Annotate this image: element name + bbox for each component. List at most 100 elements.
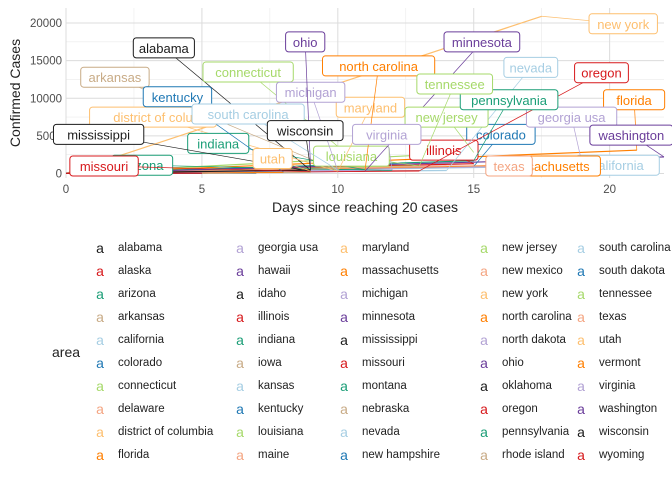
legend-label: arizona — [118, 288, 156, 300]
series-label: louisiana — [326, 149, 378, 164]
legend-label: michigan — [362, 288, 409, 300]
legend-key: a — [236, 286, 244, 302]
series-label: nevada — [509, 60, 552, 75]
series-label: indiana — [197, 136, 240, 151]
label-box — [191, 103, 305, 125]
series-labels: alabamaarizonaarkansascaliforniacolorado… — [52, 13, 672, 177]
legend-item: a missouri — [330, 354, 405, 372]
legend-key: a — [480, 309, 488, 325]
legend-key: a — [96, 332, 104, 348]
label-box — [266, 120, 344, 142]
series-label: pennsylvania — [471, 93, 548, 108]
legend-label: north carolina — [502, 311, 572, 323]
label-box — [603, 89, 666, 111]
legend-item: a hawaii — [226, 262, 291, 280]
legend-item: a florida — [86, 446, 149, 464]
series-label: ssachusetts — [521, 159, 590, 174]
label-leader — [364, 65, 379, 171]
label-box — [466, 123, 536, 145]
legend-key: a — [96, 447, 104, 463]
label-box — [132, 37, 195, 59]
legend-label: kentucky — [258, 403, 304, 415]
label-box — [202, 61, 294, 83]
legend-label: hawaii — [258, 265, 291, 277]
legend-label: maine — [258, 449, 290, 461]
legend-label: new hampshire — [362, 449, 440, 461]
legend-label: nebraska — [362, 403, 410, 415]
legend-item: a new hampshire — [330, 446, 440, 464]
legend-key: a — [480, 263, 488, 279]
legend-key: a — [96, 401, 104, 417]
series-label: missouri — [80, 159, 129, 174]
legend-item: a ohio — [470, 354, 524, 372]
legend-item: a vermont — [567, 354, 641, 372]
series-label: ohio — [293, 35, 318, 50]
legend-key: a — [577, 332, 585, 348]
series-label: mississippi — [67, 127, 130, 142]
legend-label: tennessee — [599, 288, 653, 300]
label-box — [443, 31, 521, 53]
legend-item: a texas — [567, 308, 627, 326]
legend-item: a rhode island — [470, 446, 565, 464]
legend-item: a kansas — [226, 377, 294, 395]
legend-label: delaware — [118, 403, 165, 415]
legend-label: louisiana — [258, 426, 304, 438]
legend-label: pennsylvania — [502, 426, 570, 438]
legend-key: a — [340, 286, 348, 302]
legend-label: alaska — [118, 265, 152, 277]
legend-key: a — [236, 424, 244, 440]
legend-item: a louisiana — [226, 423, 303, 441]
legend-key: a — [96, 240, 104, 256]
label-box — [285, 31, 326, 53]
legend-label: south dakota — [599, 265, 665, 277]
legend-item: a north carolina — [470, 308, 572, 326]
legend-key: a — [480, 401, 488, 417]
series-label: utah — [260, 151, 285, 166]
legend-key: a — [340, 447, 348, 463]
legend-key: a — [96, 355, 104, 371]
legend-key: a — [340, 424, 348, 440]
legend-label: texas — [599, 311, 627, 323]
series-label: colorado — [476, 127, 526, 142]
legend-item: a new york — [470, 285, 548, 303]
label-box — [525, 106, 618, 128]
legend-label: washington — [599, 403, 658, 415]
legend-label: minnesota — [362, 311, 416, 323]
legend-item: a utah — [567, 331, 621, 349]
legend-item: a washington — [567, 400, 657, 418]
series-label: arkansas — [89, 70, 142, 85]
legend-item: a oklahoma — [470, 377, 552, 395]
label-box — [503, 56, 559, 78]
series-label: california — [592, 158, 645, 173]
legend-key: a — [236, 401, 244, 417]
legend-label: rhode island — [502, 449, 565, 461]
series-label: district of colu — [113, 110, 192, 125]
legend-label: vermont — [599, 357, 641, 369]
series-label: new jersey — [415, 110, 478, 125]
legend-label: new york — [502, 288, 549, 300]
x-tick-label: 0 — [63, 184, 69, 196]
legend-item: a nevada — [330, 423, 400, 441]
series-label: washington — [597, 128, 664, 143]
legend-item: a nebraska — [330, 400, 409, 418]
legend-key: a — [236, 378, 244, 394]
legend-item: a arizona — [86, 285, 156, 303]
label-box — [335, 96, 406, 118]
legend-key: a — [480, 332, 488, 348]
legend-item: a idaho — [226, 285, 286, 303]
legend-item: a virginia — [567, 377, 635, 395]
label-box — [574, 62, 629, 84]
legend-label: colorado — [118, 357, 163, 369]
legend-item: a new mexico — [470, 262, 563, 280]
legend-label: south carolina — [599, 242, 671, 254]
legend-label: illinois — [258, 311, 290, 323]
label-leader — [364, 41, 483, 172]
x-axis-ticks: 0 5 10 15 20 — [63, 184, 616, 196]
legend-item: a wyoming — [567, 446, 644, 464]
series-label: north carolina — [339, 59, 419, 74]
legend-key: a — [236, 447, 244, 463]
legend-label: maryland — [362, 242, 410, 254]
x-tick-label: 15 — [467, 184, 480, 196]
series-label: kentucky — [152, 90, 204, 105]
